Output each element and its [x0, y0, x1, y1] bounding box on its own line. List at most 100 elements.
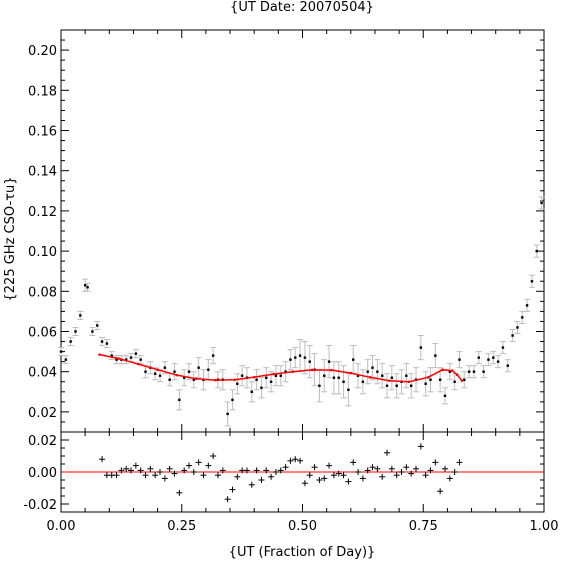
- x-tick-label: 0.75: [409, 519, 438, 534]
- data-point: [376, 370, 379, 373]
- data-point: [492, 356, 495, 359]
- data-point: [477, 356, 480, 359]
- res-y-tick-label: -0.02: [23, 498, 57, 513]
- fit-point: [460, 379, 464, 383]
- data-point: [69, 340, 72, 343]
- res-y-tick-label: 0.00: [28, 466, 57, 481]
- data-point: [163, 366, 167, 369]
- data-point: [255, 378, 258, 381]
- data-point: [525, 304, 529, 307]
- y-tick-label: 0.08: [28, 285, 57, 300]
- fit-point: [98, 353, 101, 356]
- data-point: [197, 366, 200, 369]
- data-point: [260, 386, 263, 389]
- data-point: [240, 374, 244, 377]
- data-point: [284, 370, 287, 373]
- data-point: [347, 388, 350, 391]
- data-point: [96, 324, 99, 327]
- data-point: [59, 350, 63, 353]
- data-point: [250, 390, 253, 393]
- x-tick-labels: 0.00 0.25 0.50 0.75 1.00: [47, 519, 559, 534]
- data-point: [521, 316, 524, 319]
- data-point: [168, 378, 171, 381]
- data-point: [535, 249, 538, 253]
- fit-curve: [98, 353, 464, 384]
- data-point: [153, 372, 157, 375]
- fit-point: [194, 377, 198, 381]
- data-point: [540, 201, 543, 205]
- data-point: [342, 380, 345, 383]
- fit-point: [368, 376, 372, 379]
- fit-point: [156, 368, 159, 371]
- data-point: [458, 358, 461, 361]
- data-point: [356, 374, 360, 377]
- data-point: [226, 412, 229, 416]
- y-tick-label: 0.10: [28, 245, 57, 260]
- data-point: [390, 376, 394, 379]
- fit-point: [426, 376, 430, 379]
- data-point: [207, 368, 210, 371]
- data-point: [105, 342, 109, 345]
- data-point: [361, 380, 365, 383]
- data-point: [294, 356, 297, 359]
- data-point: [352, 358, 355, 361]
- data-point: [134, 352, 138, 355]
- data-point: [265, 376, 268, 379]
- fit-point: [252, 375, 256, 379]
- fit-point: [441, 368, 444, 371]
- data-point: [178, 398, 181, 402]
- data-point: [139, 358, 142, 361]
- data-point: [323, 374, 326, 377]
- data-point: [158, 374, 162, 377]
- data-point: [395, 384, 398, 387]
- data-point: [211, 354, 215, 357]
- data-point: [91, 330, 94, 333]
- main-y-tick-labels: 0.02 0.04 0.06 0.08 0.10 0.12 0.14 0.16 0.18 0.20: [28, 44, 57, 421]
- x-tick-label: 0.50: [288, 519, 317, 534]
- data-point: [487, 358, 490, 361]
- y-tick-label: 0.14: [28, 165, 57, 180]
- fit-point: [455, 373, 459, 377]
- data-point: [472, 370, 476, 373]
- data-point: [236, 382, 239, 385]
- data-point: [530, 280, 534, 283]
- data-point: [405, 374, 408, 377]
- data-point: [289, 358, 292, 361]
- data-point: [279, 374, 282, 377]
- y-axis-label: {225 GHz CSO-τu}: [3, 177, 18, 302]
- data-point: [482, 370, 485, 373]
- fit-point: [407, 380, 411, 384]
- data-point: [125, 358, 128, 361]
- data-point: [366, 370, 369, 373]
- data-point: [115, 358, 118, 361]
- data-point: [453, 380, 456, 383]
- data-point: [467, 370, 471, 373]
- data-point: [496, 360, 500, 363]
- fit-point: [388, 379, 391, 383]
- data-point: [129, 356, 133, 359]
- y-tick-label: 0.06: [28, 326, 57, 341]
- data-point: [318, 384, 321, 387]
- data-point: [74, 330, 77, 333]
- fit-point: [330, 368, 333, 372]
- data-point: [337, 376, 340, 379]
- data-point: [463, 378, 466, 381]
- data-point: [173, 370, 176, 373]
- data-point: [182, 376, 186, 379]
- fit-point: [233, 378, 237, 382]
- x-tick-label: 1.00: [530, 519, 559, 534]
- data-point: [64, 358, 68, 361]
- data-point: [419, 346, 423, 349]
- data-point: [448, 370, 452, 373]
- data-point: [298, 354, 302, 357]
- data-point: [501, 346, 505, 349]
- x-tick-label: 0.00: [47, 519, 76, 534]
- y-tick-label: 0.04: [28, 366, 57, 381]
- data-point: [110, 354, 113, 357]
- data-point: [83, 284, 87, 287]
- data-point: [303, 356, 307, 359]
- data-point: [187, 370, 191, 373]
- y-tick-label: 0.02: [28, 406, 57, 421]
- data-point: [274, 374, 278, 377]
